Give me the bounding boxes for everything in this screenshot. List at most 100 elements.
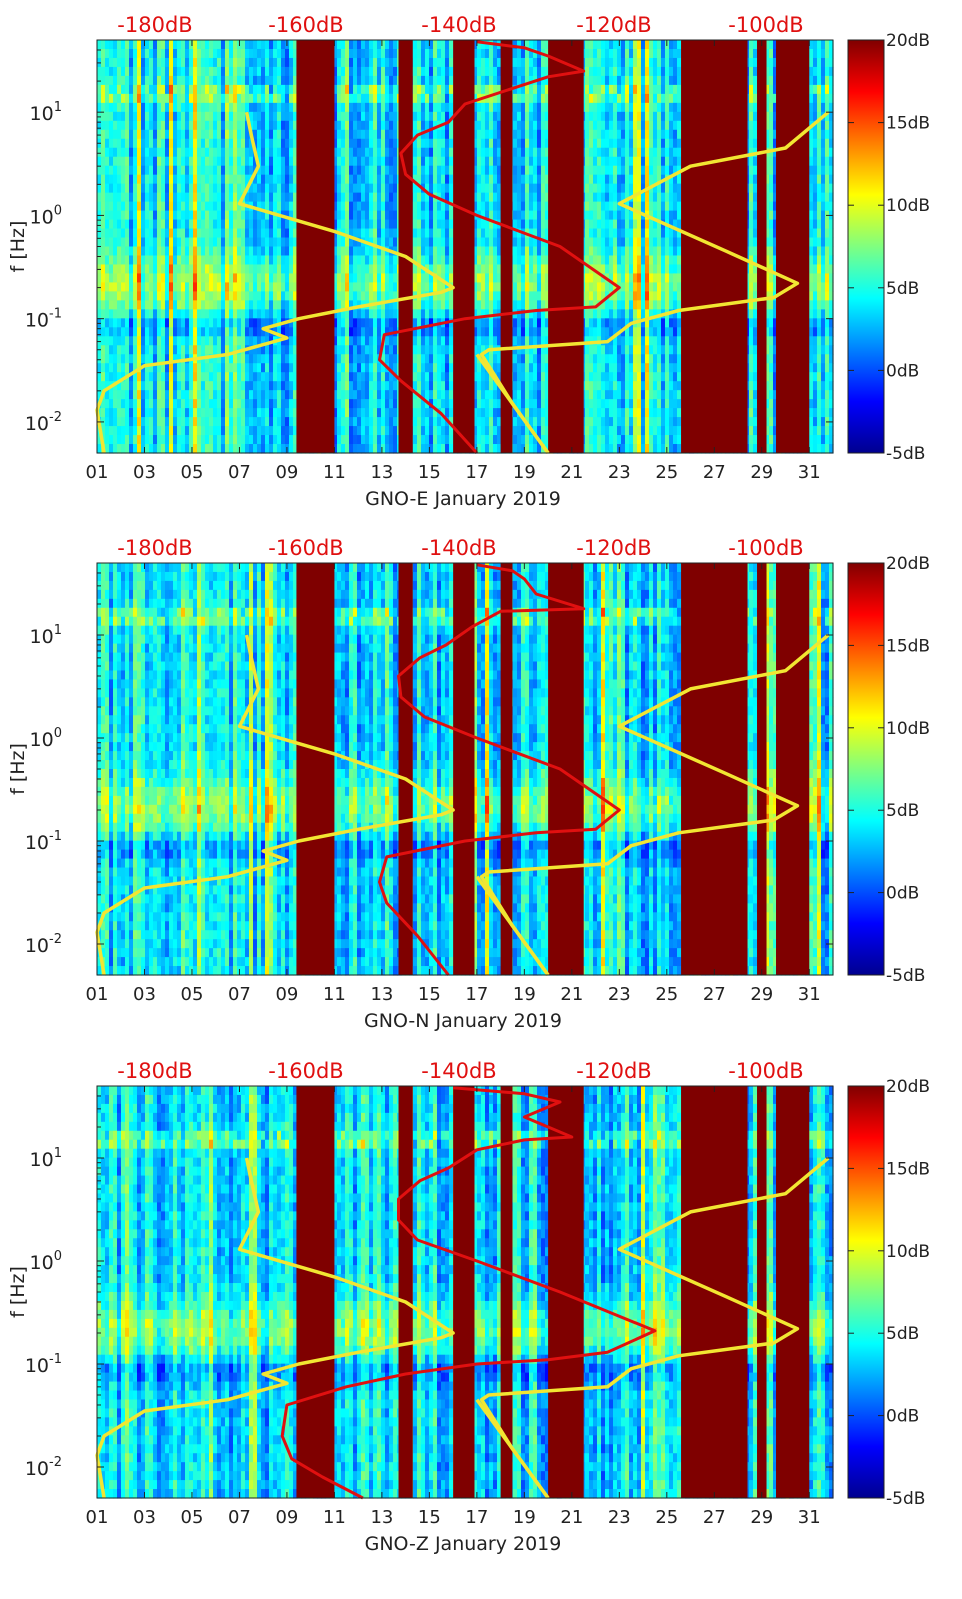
- spectrogram-cell: [265, 130, 270, 140]
- spectrogram-cell: [377, 372, 382, 382]
- spectrogram-cell: [229, 76, 234, 86]
- spectrogram-cell: [229, 291, 234, 301]
- spectrogram-cell: [381, 309, 386, 319]
- spectrogram-cell: [113, 399, 118, 409]
- spectrogram-cell: [181, 211, 186, 221]
- spectrogram-cell: [185, 247, 190, 257]
- spectrogram-cell: [153, 309, 158, 319]
- spectrogram-cell: [133, 291, 138, 301]
- spectrogram-cell: [413, 229, 418, 239]
- spectrogram-cell: [209, 435, 214, 445]
- spectrogram-cell: [233, 76, 238, 86]
- spectrogram-cell: [169, 85, 174, 95]
- spectrogram-cell: [241, 166, 246, 176]
- spectrogram-cell: [257, 58, 262, 68]
- spectrogram-cell: [173, 247, 178, 257]
- spectrogram-cell: [217, 121, 222, 131]
- spectrogram-cell: [169, 157, 174, 167]
- spectrogram-cell: [209, 318, 214, 328]
- spectrogram-cell: [269, 264, 274, 274]
- spectrogram-cell: [285, 399, 290, 409]
- spectrogram-cell: [341, 94, 346, 104]
- spectrogram-cell: [181, 193, 186, 203]
- spectrogram-cell: [349, 94, 354, 104]
- spectrogram-cell: [121, 238, 126, 248]
- spectrogram-cell: [177, 211, 182, 221]
- spectrogram-cell: [173, 229, 178, 239]
- spectrogram-cell: [357, 318, 362, 328]
- spectrogram-cell: [213, 148, 218, 158]
- spectrogram-cell: [113, 175, 118, 185]
- spectrogram-cell: [369, 121, 374, 131]
- spectrogram-cell: [265, 372, 270, 382]
- spectrogram-cell: [513, 166, 518, 176]
- spectrogram-cell: [413, 40, 418, 50]
- spectrogram-cell: [197, 282, 202, 292]
- spectrogram-cell: [449, 354, 454, 364]
- spectrogram-cell: [437, 435, 442, 445]
- spectrogram-cell: [157, 139, 162, 149]
- spectrogram-cell: [173, 157, 178, 167]
- spectrogram-cell: [229, 444, 234, 454]
- spectrogram-cell: [421, 67, 426, 77]
- spectrogram-cell: [209, 193, 214, 203]
- spectrogram-cell: [181, 202, 186, 212]
- spectrogram-cell: [353, 327, 358, 337]
- spectrogram-cell: [113, 426, 118, 436]
- spectrogram-cell: [157, 255, 162, 265]
- spectrogram-cell: [245, 390, 250, 400]
- spectrogram-cell: [353, 282, 358, 292]
- spectrogram-cell: [345, 399, 350, 409]
- spectrogram-cell: [425, 363, 430, 373]
- spectrogram-cell: [441, 220, 446, 230]
- spectrogram-cell: [269, 345, 274, 355]
- spectrogram-cell: [425, 426, 430, 436]
- spectrogram-cell: [177, 390, 182, 400]
- spectrogram-cell: [285, 238, 290, 248]
- spectrogram-cell: [185, 444, 190, 454]
- spectrogram-cell: [517, 112, 522, 122]
- spectrogram-cell: [273, 67, 278, 77]
- spectrogram-cell: [165, 166, 170, 176]
- spectrogram-cell: [281, 202, 286, 212]
- spectrogram-cell: [137, 273, 142, 283]
- spectrogram-cell: [113, 220, 118, 230]
- spectrogram-cell: [153, 184, 158, 194]
- spectrogram-cell: [373, 40, 378, 50]
- spectrogram-cell: [201, 94, 206, 104]
- spectrogram-cell: [529, 247, 534, 257]
- spectrogram-cell: [369, 318, 374, 328]
- spectrogram-cell: [449, 372, 454, 382]
- spectrogram-cell: [413, 49, 418, 59]
- spectrogram-cell: [425, 166, 430, 176]
- spectrogram-cell: [121, 148, 126, 158]
- spectrogram-cell: [213, 40, 218, 50]
- spectrogram-cell: [133, 130, 138, 140]
- spectrogram-cell: [525, 211, 530, 221]
- spectrogram-cell: [281, 49, 286, 59]
- spectrogram-cell: [289, 94, 294, 104]
- spectrogram-cell: [229, 399, 234, 409]
- spectrogram-cell: [241, 426, 246, 436]
- spectrogram-cell: [517, 426, 522, 436]
- spectrogram-cell: [105, 85, 110, 95]
- spectrogram-cell: [393, 381, 398, 391]
- spectrogram-cell: [209, 139, 214, 149]
- spectrogram-cell: [445, 76, 450, 86]
- spectrogram-cell: [513, 435, 518, 445]
- spectrogram-cell: [357, 390, 362, 400]
- spectrogram-cell: [181, 103, 186, 113]
- spectrogram-cell: [525, 291, 530, 301]
- spectrogram-cell: [493, 148, 498, 158]
- spectrogram-cell: [157, 238, 162, 248]
- spectrogram-cell: [217, 211, 222, 221]
- spectrogram-cell: [217, 67, 222, 77]
- spectrogram-cell: [213, 381, 218, 391]
- spectrogram-cell: [109, 67, 114, 77]
- spectrogram-cell: [281, 247, 286, 257]
- spectrogram-cell: [141, 85, 146, 95]
- spectrogram-cell: [141, 327, 146, 337]
- spectrogram-cell: [433, 58, 438, 68]
- spectrogram-cell: [437, 336, 442, 346]
- spectrogram-cell: [217, 202, 222, 212]
